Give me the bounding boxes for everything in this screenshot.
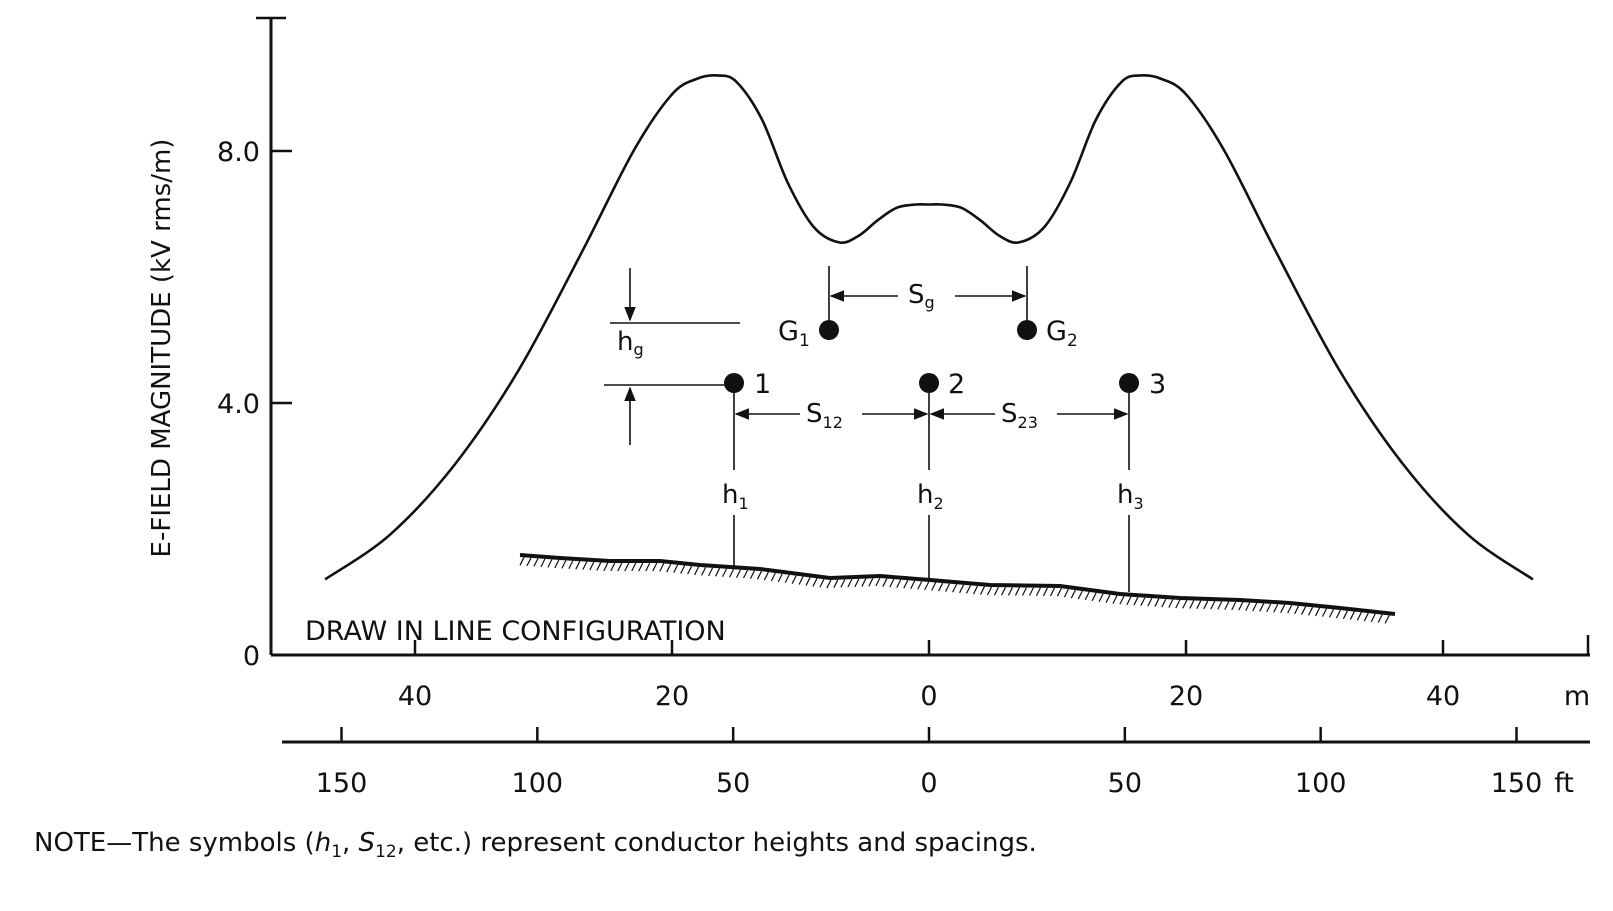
x-tick-label-ft: 100	[512, 768, 564, 799]
conductor-3-dot	[1119, 373, 1139, 393]
y-axis-label: E-FIELD MAGNITUDE (kV rms/m)	[147, 139, 177, 558]
spacing-s12: S12	[734, 399, 929, 432]
height-h1-label: h1	[722, 480, 749, 513]
spacing-sg-label: Sg	[908, 280, 935, 312]
height-h1: h1	[722, 393, 749, 567]
ground-wire-g1-dot	[819, 320, 839, 340]
note-symbol-s: S	[358, 828, 376, 858]
height-h2-label: h2	[917, 480, 944, 513]
x-ticks-feet: 150 100 50 0 50 100 150	[316, 727, 1543, 799]
conductor-3-label: 3	[1149, 369, 1166, 400]
height-hg: hg	[604, 268, 740, 445]
figure-note: NOTE—The symbols (h1, S12, etc.) represe…	[34, 828, 1037, 862]
note-symbol-h: h	[314, 828, 332, 858]
x-tick-label-m: 20	[655, 681, 689, 712]
x-tick-label-ft: 50	[1108, 768, 1142, 799]
conductor-1-label: 1	[754, 369, 771, 400]
x-tick-label-m: 40	[1426, 681, 1460, 712]
x-tick-label-m: 40	[398, 681, 432, 712]
y-tick-label: 8.0	[217, 137, 260, 168]
x-tick-label-ft: 100	[1295, 768, 1347, 799]
ground-wire-g2: G2	[1017, 316, 1078, 351]
ground-surface	[519, 553, 1396, 624]
ground-wire-g2-dot	[1017, 320, 1037, 340]
x-tick-label-ft: 150	[1491, 768, 1543, 799]
height-h3: h3	[1117, 393, 1144, 592]
x-tick-label-m: 20	[1169, 681, 1203, 712]
configuration-label: DRAW IN LINE CONFIGURATION	[305, 616, 726, 647]
x-unit-feet: ft	[1554, 768, 1574, 799]
spacing-sg: Sg	[828, 266, 1028, 320]
y-ticks: 0 4.0 8.0	[217, 137, 292, 672]
height-h2: h2	[917, 393, 944, 581]
conductor-1: 1	[724, 369, 771, 400]
spacing-s12-label: S12	[806, 399, 843, 432]
note-symbol-h-sub: 1	[331, 842, 343, 863]
x-unit-meters: m	[1564, 681, 1590, 712]
x-tick-label-m: 0	[920, 681, 937, 712]
ground-wire-g2-label: G2	[1046, 316, 1078, 351]
conductor-2: 2	[919, 369, 965, 400]
y-tick-label: 4.0	[217, 389, 260, 420]
x-tick-label-ft: 50	[716, 768, 750, 799]
spacing-s23-label: S23	[1001, 399, 1038, 432]
conductor-2-dot	[919, 373, 939, 393]
ground-wire-g1-label: G1	[778, 316, 810, 351]
conductor-1-dot	[724, 373, 744, 393]
ground-wire-g1: G1	[778, 316, 839, 351]
conductor-2-label: 2	[948, 369, 965, 400]
spacing-s23: S23	[929, 399, 1129, 432]
note-prefix: NOTE—The symbols (	[34, 828, 315, 858]
height-h3-label: h3	[1117, 480, 1144, 513]
y-tick-label: 0	[243, 641, 260, 672]
note-suffix: , etc.) represent conductor heights and …	[396, 828, 1037, 858]
conductor-3: 3	[1119, 369, 1166, 400]
note-separator: ,	[342, 828, 359, 858]
x-ticks-meters: 40 20 0 20 40	[398, 635, 1590, 712]
efield-curve	[324, 73, 1534, 581]
note-symbol-s-sub: 12	[375, 842, 397, 863]
x-tick-label-ft: 150	[316, 768, 368, 799]
x-tick-label-ft: 0	[920, 768, 937, 799]
height-hg-label: hg	[617, 327, 644, 359]
